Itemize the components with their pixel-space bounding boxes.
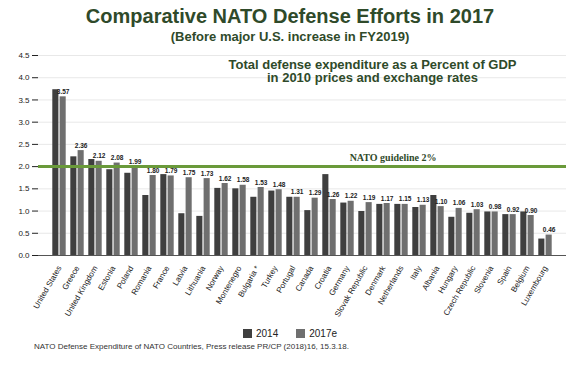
svg-text:Croatia: Croatia (312, 264, 334, 292)
svg-text:3.5: 3.5 (18, 96, 30, 105)
html-text:2017e: 2017e (309, 328, 337, 339)
svg-text:1.80: 1.80 (147, 167, 160, 174)
svg-text:1.31: 1.31 (291, 188, 304, 195)
svg-text:1.53: 1.53 (255, 179, 268, 186)
svg-text:2.0: 2.0 (18, 162, 30, 171)
svg-text:1.75: 1.75 (183, 169, 196, 176)
svg-text:Norway: Norway (204, 264, 226, 293)
svg-text:Montenegro: Montenegro (214, 264, 243, 306)
svg-text:Romania: Romania (130, 264, 154, 297)
svg-text:1.99: 1.99 (129, 158, 142, 165)
svg-text:2.5: 2.5 (18, 140, 30, 149)
svg-text:1.48: 1.48 (273, 181, 286, 188)
svg-text:1.13: 1.13 (417, 196, 430, 203)
svg-text:Denmark: Denmark (363, 264, 388, 297)
svg-text:1.10: 1.10 (435, 198, 448, 205)
svg-text:1.5: 1.5 (18, 184, 30, 193)
svg-text:Slovak Republic: Slovak Republic (333, 264, 370, 319)
svg-text:NATO guideline 2%: NATO guideline 2% (350, 152, 437, 163)
svg-text:1.0: 1.0 (18, 207, 30, 216)
svg-text:4.5: 4.5 (18, 51, 30, 60)
svg-text:0.0: 0.0 (18, 251, 30, 260)
svg-text:1.26: 1.26 (327, 191, 340, 198)
svg-text:France: France (151, 264, 172, 291)
svg-text:1.19: 1.19 (363, 194, 376, 201)
svg-text:Czech Republic: Czech Republic (441, 264, 478, 318)
svg-text:United Kingdom: United Kingdom (63, 264, 99, 318)
svg-text:1.79: 1.79 (165, 167, 178, 174)
svg-text:Estonia: Estonia (96, 264, 117, 292)
svg-text:Poland: Poland (115, 264, 136, 291)
svg-text:3.0: 3.0 (18, 118, 30, 127)
svg-text:1.73: 1.73 (201, 170, 214, 177)
html-text:(Before major U.S. increase in: (Before major U.S. increase in FY2019) (170, 29, 410, 44)
svg-text:Slovenia: Slovenia (472, 264, 495, 296)
svg-text:Italy: Italy (408, 264, 423, 281)
svg-text:0.92: 0.92 (507, 206, 520, 213)
html-text:NATO Defense Expenditure of NA: NATO Defense Expenditure of NATO Countri… (34, 342, 349, 351)
svg-text:Lithuania: Lithuania (183, 264, 207, 297)
svg-text:Greece: Greece (60, 264, 82, 292)
svg-text:2.36: 2.36 (75, 142, 88, 149)
svg-text:Netherlands: Netherlands (376, 264, 405, 306)
html-text:2014: 2014 (256, 328, 279, 339)
svg-text:Turkey: Turkey (259, 264, 280, 290)
svg-text:Albania: Albania (420, 264, 442, 292)
svg-text:1.62: 1.62 (219, 175, 232, 182)
svg-text:0.5: 0.5 (18, 229, 30, 238)
svg-text:1.03: 1.03 (471, 201, 484, 208)
svg-text:0.98: 0.98 (489, 203, 502, 210)
svg-text:Canada: Canada (294, 264, 316, 293)
svg-text:2.08: 2.08 (111, 154, 124, 161)
svg-text:1.58: 1.58 (237, 176, 250, 183)
svg-text:4.0: 4.0 (18, 73, 30, 82)
svg-text:1.22: 1.22 (345, 192, 358, 199)
svg-text:Spain: Spain (495, 264, 513, 286)
svg-text:0.46: 0.46 (543, 226, 556, 233)
svg-text:Bulgaria *: Bulgaria * (236, 264, 261, 299)
svg-text:0.90: 0.90 (525, 207, 538, 214)
svg-text:1.15: 1.15 (399, 195, 412, 202)
svg-text:Germany: Germany (327, 264, 352, 298)
html-text:Comparative NATO Defense Effor: Comparative NATO Defense Efforts in 2017 (85, 5, 495, 27)
svg-text:2.12: 2.12 (93, 152, 106, 159)
svg-text:1.17: 1.17 (381, 195, 394, 202)
svg-text:1.29: 1.29 (309, 189, 322, 196)
svg-text:Hungary: Hungary (436, 264, 460, 295)
svg-text:Latvia: Latvia (171, 264, 190, 287)
svg-text:Belgium: Belgium (509, 264, 532, 294)
svg-text:Portugal: Portugal (275, 264, 298, 294)
svg-text:1.06: 1.06 (453, 199, 466, 206)
svg-text:Total defense expenditure as a: Total defense expenditure as a Percent o… (228, 57, 516, 85)
svg-text:3.57: 3.57 (57, 88, 70, 95)
svg-text:United States: United States (32, 264, 64, 310)
svg-text:Luxembourg: Luxembourg (519, 264, 549, 307)
